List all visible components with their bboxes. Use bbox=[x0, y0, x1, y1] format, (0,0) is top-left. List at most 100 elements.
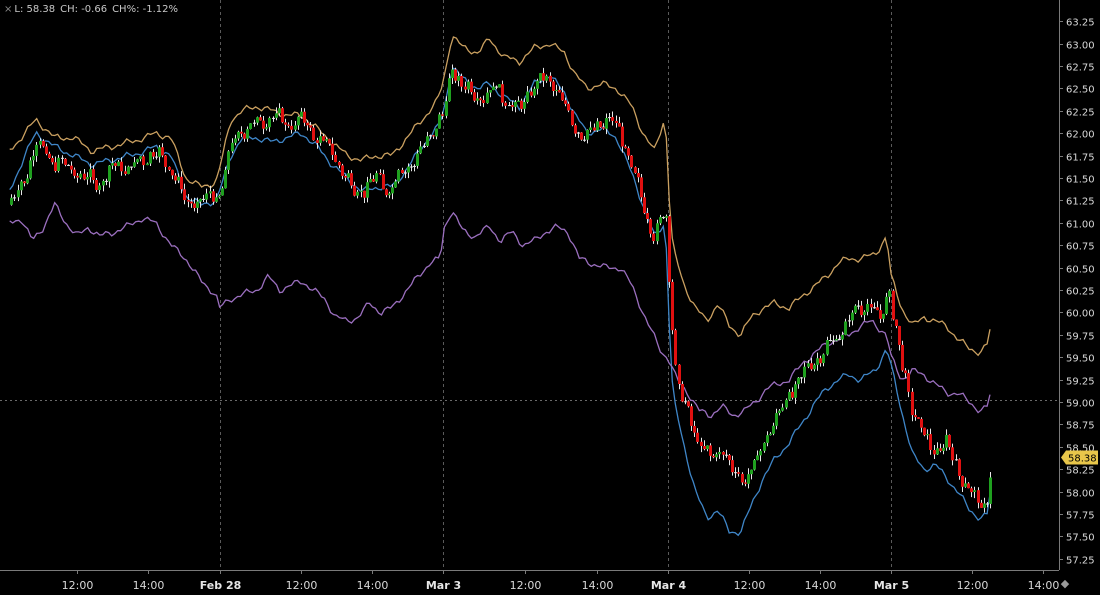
x-tick-label: 14:00 bbox=[582, 579, 614, 592]
candle-body bbox=[577, 132, 580, 134]
candle-body bbox=[514, 101, 517, 107]
candle-body bbox=[970, 488, 973, 493]
candle-body bbox=[939, 448, 942, 451]
candle-body bbox=[124, 171, 127, 174]
candle-body bbox=[656, 223, 659, 242]
candle-body bbox=[73, 169, 76, 176]
candle-body bbox=[781, 407, 784, 411]
candle-body bbox=[826, 340, 829, 355]
candle-body bbox=[844, 321, 847, 335]
candle-body bbox=[281, 108, 284, 123]
close-icon[interactable]: × bbox=[4, 3, 13, 15]
candle-body bbox=[696, 432, 699, 442]
candle-body bbox=[492, 86, 495, 90]
candle-body bbox=[309, 125, 312, 128]
candle-body bbox=[973, 490, 976, 492]
candle-body bbox=[397, 169, 400, 182]
candle-body bbox=[67, 164, 70, 166]
candle-body bbox=[385, 189, 388, 196]
candle-body bbox=[536, 80, 539, 89]
candle-body bbox=[212, 191, 215, 202]
candle-body bbox=[379, 173, 382, 175]
candle-body bbox=[718, 452, 721, 455]
candle-body bbox=[731, 460, 734, 473]
candle-body bbox=[278, 108, 281, 114]
candle-body bbox=[419, 146, 422, 154]
candle-body bbox=[382, 174, 385, 190]
last-price-tag: 58.38 bbox=[1061, 450, 1098, 465]
candle-body bbox=[640, 177, 643, 198]
candle-body bbox=[187, 200, 190, 202]
candle-body bbox=[183, 189, 186, 201]
candle-body bbox=[734, 472, 737, 474]
candle-body bbox=[772, 425, 775, 434]
candle-body bbox=[709, 445, 712, 456]
candle-body bbox=[164, 155, 167, 167]
candle-body bbox=[911, 391, 914, 416]
candle-body bbox=[221, 188, 224, 196]
candle-body bbox=[319, 136, 322, 143]
x-tick-label: Mar 4 bbox=[651, 579, 687, 592]
info-bar: × L: 58.38 CH: -0.66 CH%: -1.12% bbox=[4, 2, 183, 16]
candle-body bbox=[253, 122, 256, 124]
candle-body bbox=[158, 147, 161, 157]
candle-body bbox=[42, 140, 45, 147]
candle-body bbox=[700, 441, 703, 446]
candle-body bbox=[611, 117, 614, 121]
candle-body bbox=[501, 84, 504, 103]
candle-body bbox=[621, 126, 624, 147]
candle-body bbox=[152, 152, 155, 157]
candle-body bbox=[457, 76, 460, 81]
candle-body bbox=[706, 445, 709, 450]
candle-body bbox=[341, 165, 344, 176]
candle-body bbox=[712, 455, 715, 458]
candle-body bbox=[866, 304, 869, 312]
candle-body bbox=[665, 216, 668, 218]
candle-body bbox=[495, 86, 498, 88]
candle-body bbox=[526, 91, 529, 102]
candle-body bbox=[627, 148, 630, 156]
y-tick-label: 61.25 bbox=[1066, 197, 1095, 208]
candle-body bbox=[753, 460, 756, 470]
candle-body bbox=[218, 195, 221, 198]
settings-diamond-icon[interactable]: ◆ bbox=[1060, 577, 1070, 590]
y-tick-label: 59.50 bbox=[1066, 354, 1095, 365]
candle-body bbox=[763, 442, 766, 451]
candle-body bbox=[810, 363, 813, 370]
candle-body bbox=[822, 354, 825, 364]
x-tick-label: Feb 28 bbox=[200, 579, 242, 592]
candle-body bbox=[256, 117, 259, 123]
candle-body bbox=[882, 313, 885, 319]
candle-body bbox=[643, 197, 646, 214]
candle-body bbox=[196, 201, 199, 208]
candle-body bbox=[854, 305, 857, 313]
x-tick-label: Mar 5 bbox=[874, 579, 909, 592]
candle-body bbox=[964, 483, 967, 487]
candle-body bbox=[237, 131, 240, 139]
candle-body bbox=[435, 128, 438, 137]
candle-body bbox=[199, 198, 202, 202]
candle-body bbox=[832, 340, 835, 342]
candle-body bbox=[615, 120, 618, 123]
candle-body bbox=[202, 198, 205, 200]
candle-body bbox=[885, 296, 888, 314]
candle-body bbox=[133, 162, 136, 167]
candle-body bbox=[797, 377, 800, 385]
y-tick-label: 60.75 bbox=[1066, 242, 1095, 253]
candle-body bbox=[190, 201, 193, 204]
candle-body bbox=[234, 138, 237, 143]
candle-body bbox=[470, 81, 473, 93]
y-tick-label: 57.75 bbox=[1066, 511, 1095, 522]
candle-body bbox=[350, 173, 353, 186]
y-tick-label: 59.00 bbox=[1066, 399, 1095, 410]
candle-body bbox=[193, 203, 196, 208]
y-tick-label: 60.25 bbox=[1066, 287, 1095, 298]
candle-body bbox=[681, 384, 684, 402]
x-tick-label: 12:00 bbox=[510, 579, 542, 592]
candle-body bbox=[678, 364, 681, 384]
candle-body bbox=[750, 469, 753, 475]
candle-body bbox=[312, 127, 315, 141]
candle-body bbox=[873, 307, 876, 309]
candle-body bbox=[851, 312, 854, 321]
